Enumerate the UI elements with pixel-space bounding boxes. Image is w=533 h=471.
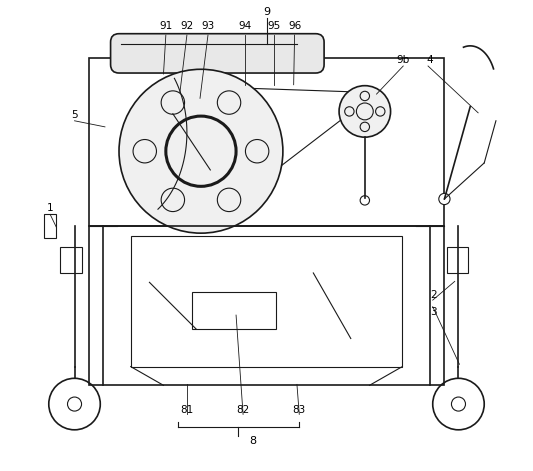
Circle shape <box>339 86 391 137</box>
Bar <box>191 292 276 329</box>
Text: 9b: 9b <box>397 55 410 65</box>
Text: 83: 83 <box>293 405 306 414</box>
Text: 96: 96 <box>288 21 301 31</box>
Text: 93: 93 <box>201 21 215 31</box>
Text: 8: 8 <box>249 436 256 446</box>
FancyBboxPatch shape <box>110 34 324 73</box>
Circle shape <box>439 194 450 204</box>
Text: 1: 1 <box>47 203 53 213</box>
Text: 5: 5 <box>71 110 78 120</box>
Text: 2: 2 <box>430 291 437 300</box>
Bar <box>60 247 82 273</box>
Bar <box>447 247 468 273</box>
Text: 92: 92 <box>180 21 193 31</box>
Text: 81: 81 <box>180 405 193 414</box>
Text: 4: 4 <box>426 55 433 65</box>
Bar <box>88 57 445 226</box>
Text: 9: 9 <box>263 7 270 16</box>
Text: 95: 95 <box>267 21 280 31</box>
Text: 82: 82 <box>237 405 250 414</box>
Bar <box>131 236 402 366</box>
Text: 91: 91 <box>159 21 173 31</box>
Bar <box>44 214 56 238</box>
Circle shape <box>119 69 283 233</box>
Text: 3: 3 <box>430 307 437 317</box>
Text: 94: 94 <box>239 21 252 31</box>
Bar <box>88 226 445 385</box>
